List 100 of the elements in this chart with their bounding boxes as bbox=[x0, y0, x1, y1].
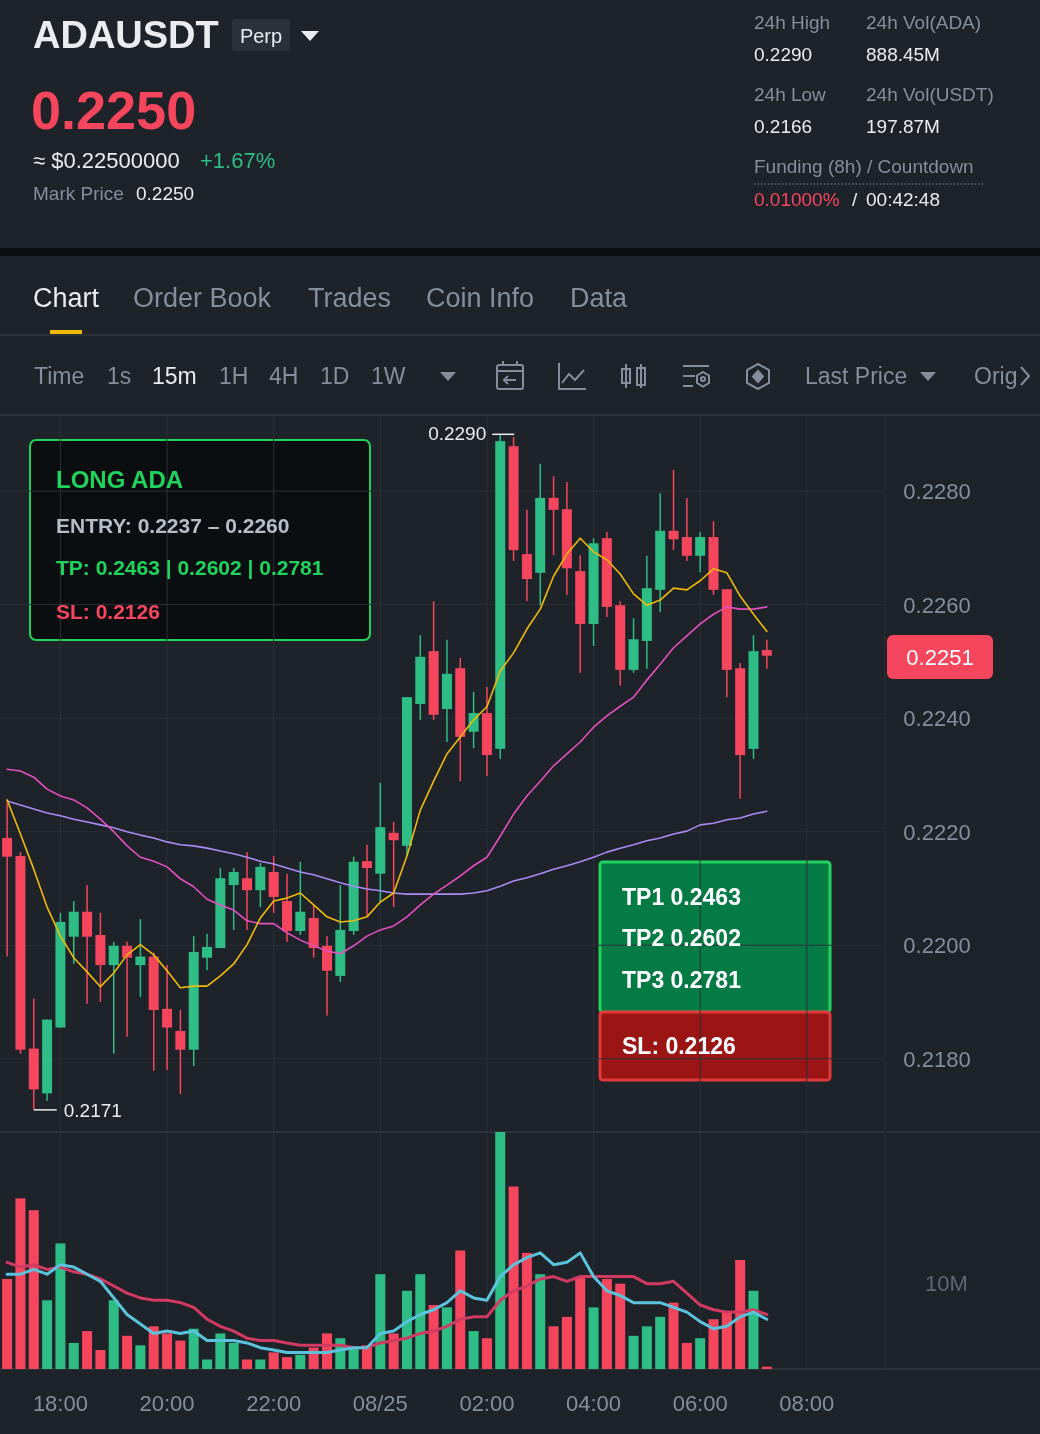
text: 00:42:48 bbox=[866, 189, 940, 210]
text: Chart bbox=[33, 283, 100, 313]
text: 24h Vol(USDT) bbox=[866, 84, 994, 105]
text: Orig bbox=[974, 363, 1018, 389]
annotation: LONG ADA bbox=[56, 466, 184, 493]
text: Funding (8h) / Countdown bbox=[754, 156, 974, 177]
bar bbox=[375, 1274, 386, 1369]
text: 24h Vol(ADA) bbox=[866, 12, 982, 33]
text: Order Book bbox=[133, 283, 272, 313]
bar bbox=[28, 1210, 39, 1369]
text: 24h High bbox=[754, 12, 831, 33]
text: 1D bbox=[320, 363, 350, 389]
text: Last Price bbox=[805, 363, 908, 389]
bar bbox=[735, 1259, 746, 1369]
bar bbox=[548, 1326, 559, 1369]
annotation: SL: 0.2126 bbox=[56, 600, 160, 623]
text: 1H bbox=[219, 363, 249, 389]
bar bbox=[108, 1300, 119, 1369]
bar bbox=[468, 1331, 479, 1369]
candlestick bbox=[761, 639, 772, 670]
candlestick bbox=[695, 531, 706, 573]
x-tick-label: 02:00 bbox=[459, 1391, 515, 1416]
bar bbox=[721, 1312, 732, 1369]
text: 0.2166 bbox=[754, 116, 813, 137]
bar bbox=[242, 1359, 253, 1369]
annotation: TP2 0.2602 bbox=[622, 925, 741, 951]
bar bbox=[255, 1359, 266, 1369]
bar bbox=[495, 1132, 506, 1369]
bar bbox=[228, 1342, 239, 1369]
text: Trades bbox=[308, 283, 392, 313]
chart-title: ADAUSDT bbox=[33, 14, 219, 56]
bar bbox=[135, 1345, 146, 1369]
y-tick-label: 0.2280 bbox=[903, 479, 971, 505]
bar bbox=[695, 1338, 706, 1369]
text: 0.2250 bbox=[31, 80, 197, 140]
bar bbox=[122, 1335, 133, 1369]
y-tick-label: 0.2200 bbox=[903, 933, 971, 959]
candlestick bbox=[668, 469, 679, 551]
bar bbox=[575, 1276, 586, 1369]
candlestick bbox=[202, 933, 213, 971]
bar bbox=[82, 1331, 93, 1369]
annotation: TP: 0.2463 | 0.2602 | 0.2781 bbox=[56, 556, 324, 579]
candlestick bbox=[361, 844, 372, 917]
text: 1s bbox=[107, 363, 132, 389]
text: 4H bbox=[269, 363, 299, 389]
bar bbox=[535, 1274, 546, 1369]
bar bbox=[95, 1350, 106, 1369]
bar bbox=[708, 1319, 719, 1369]
text: 10M bbox=[925, 1271, 968, 1296]
x-tick-label: 08:00 bbox=[779, 1391, 835, 1416]
annotation: ENTRY: 0.2237 – 0.2260 bbox=[56, 514, 290, 537]
bar bbox=[282, 1357, 292, 1369]
candlestick bbox=[228, 867, 239, 931]
candlestick bbox=[162, 964, 173, 1071]
bar bbox=[508, 1186, 519, 1369]
bar bbox=[441, 1307, 452, 1369]
candlestick bbox=[2, 801, 13, 958]
candlestick bbox=[108, 941, 119, 1055]
x-tick-label: 20:00 bbox=[139, 1391, 195, 1416]
bar bbox=[748, 1290, 759, 1369]
candlestick bbox=[388, 821, 399, 908]
text: +1.67% bbox=[200, 148, 276, 173]
text: 0.2251 bbox=[906, 645, 974, 670]
bar bbox=[388, 1333, 399, 1369]
annotation: 0.2290 bbox=[428, 423, 487, 445]
bar bbox=[268, 1352, 279, 1369]
text: 888.45M bbox=[866, 44, 940, 65]
bar bbox=[55, 1243, 66, 1369]
candlestick bbox=[242, 851, 253, 931]
bar bbox=[68, 1342, 79, 1369]
bar bbox=[628, 1335, 639, 1369]
text: ≈ $0.22500000 bbox=[33, 148, 180, 173]
line-series bbox=[6, 606, 768, 955]
y-tick-label: 0.2240 bbox=[903, 706, 971, 732]
bar bbox=[42, 1300, 53, 1369]
candlestick bbox=[175, 1009, 186, 1095]
bar bbox=[681, 1342, 692, 1369]
bar bbox=[15, 1198, 26, 1369]
bar bbox=[615, 1283, 626, 1369]
bar bbox=[561, 1316, 572, 1369]
bar bbox=[162, 1333, 173, 1369]
x-tick-label: 18:00 bbox=[32, 1391, 88, 1416]
bar bbox=[428, 1305, 439, 1369]
bar bbox=[415, 1274, 426, 1369]
bar bbox=[601, 1278, 612, 1369]
x-tick-label: 08/25 bbox=[352, 1391, 408, 1416]
bar bbox=[148, 1326, 159, 1369]
text: Mark Price bbox=[33, 183, 124, 204]
candlestick bbox=[255, 862, 266, 908]
x-tick-label: 06:00 bbox=[672, 1391, 728, 1416]
x-tick-label: 04:00 bbox=[566, 1391, 622, 1416]
annotation: TP3 0.2781 bbox=[622, 967, 742, 993]
text: 15m bbox=[152, 363, 197, 389]
bar bbox=[455, 1250, 466, 1369]
bar bbox=[655, 1316, 666, 1369]
candlestick bbox=[135, 918, 146, 998]
bar bbox=[348, 1347, 359, 1369]
text: 0.2290 bbox=[754, 44, 813, 65]
bar bbox=[2, 1278, 13, 1369]
chart-subtitle: 0.2250 bbox=[136, 183, 195, 204]
